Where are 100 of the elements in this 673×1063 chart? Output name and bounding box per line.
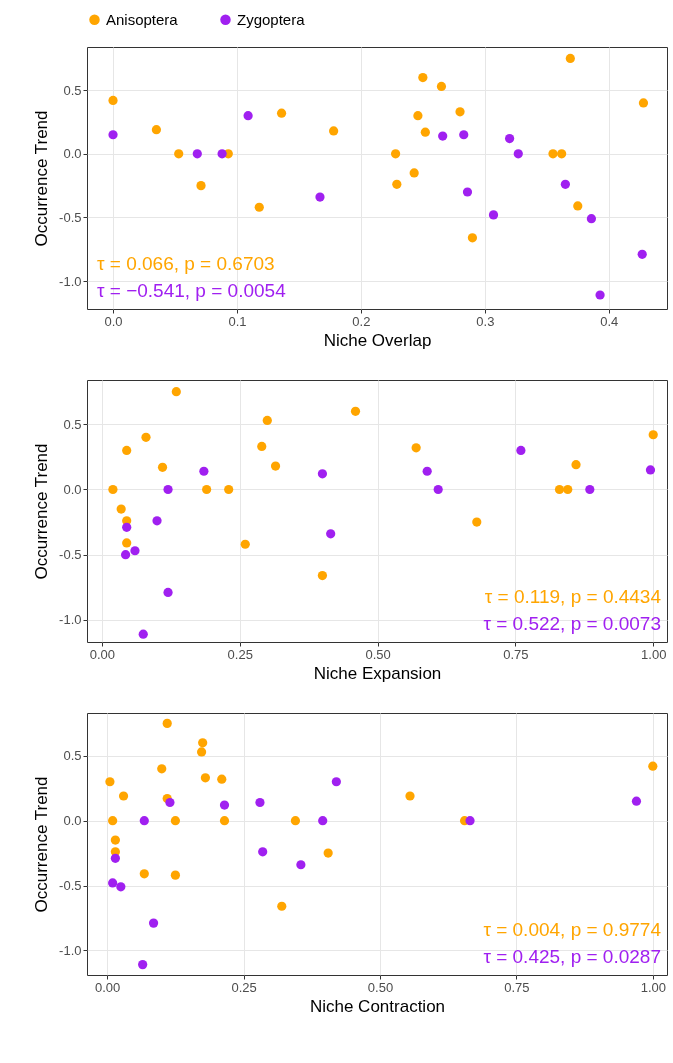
point: [110, 853, 120, 863]
point: [122, 445, 132, 455]
point: [648, 761, 658, 771]
point: [139, 869, 149, 879]
point: [513, 149, 523, 159]
y-axis-title: Occurrence Trend: [32, 110, 52, 247]
point: [108, 484, 118, 495]
point: [141, 432, 151, 442]
annotation: τ = 0.066, p = 0.6703: [97, 253, 275, 274]
x-axis-title: Niche Expansion: [313, 663, 442, 683]
y-tick-label: -1.0: [59, 612, 82, 628]
point: [110, 835, 120, 845]
point: [240, 539, 250, 549]
point: [171, 387, 181, 397]
y-axis-title: Occurrence Trend: [32, 776, 52, 913]
point: [317, 469, 328, 479]
y-tick-label: -1.0: [59, 942, 82, 958]
point: [459, 130, 469, 140]
point: [116, 504, 126, 514]
point: [318, 816, 328, 826]
point: [152, 516, 162, 526]
y-tick-label: -1.0: [59, 273, 82, 289]
point: [436, 81, 447, 92]
point: [219, 800, 230, 810]
legend-label: Anisoptera: [106, 10, 179, 28]
point: [422, 466, 432, 476]
point: [148, 918, 159, 928]
point: [648, 430, 658, 440]
point: [586, 214, 597, 224]
point: [390, 149, 401, 159]
point: [571, 460, 581, 470]
x-tick-label: 0.50: [365, 646, 391, 662]
y-tick-label: -0.5: [59, 209, 82, 225]
point: [163, 484, 173, 495]
y-tick-label: 0.0: [63, 813, 82, 829]
point: [270, 461, 281, 471]
point: [196, 181, 206, 191]
point: [139, 816, 149, 826]
y-tick-label: 0.0: [63, 146, 82, 162]
point: [326, 529, 336, 539]
point: [130, 546, 140, 556]
x-tick-label: 0.50: [367, 979, 394, 995]
x-tick-label: 0.2: [352, 313, 371, 329]
x-axis-title: Niche Overlap: [323, 330, 432, 350]
point: [199, 466, 209, 476]
y-tick-label: 0.5: [63, 416, 82, 432]
point: [413, 111, 423, 121]
point: [108, 878, 118, 888]
point: [108, 816, 118, 826]
point: [255, 797, 265, 808]
point: [122, 538, 132, 548]
point: [557, 149, 567, 159]
point: [120, 550, 131, 560]
point: [219, 816, 230, 826]
point: [329, 126, 339, 136]
x-tick-label: 0.3: [476, 313, 495, 329]
annotation: τ = 0.425, p = 0.0287: [483, 946, 661, 967]
point: [254, 202, 264, 212]
point: [243, 111, 253, 121]
x-tick-label: 0.25: [231, 979, 257, 995]
point: [224, 484, 234, 495]
point: [257, 441, 267, 452]
point: [323, 848, 333, 858]
point: [118, 791, 129, 801]
x-tick-label: 0.00: [95, 979, 121, 995]
point: [420, 127, 430, 137]
point: [165, 797, 175, 808]
point: [290, 816, 301, 826]
point: [560, 179, 570, 189]
annotation: τ = −0.541, p = 0.0054: [97, 280, 287, 301]
point: [315, 192, 325, 202]
point: [409, 168, 419, 178]
point: [174, 149, 184, 159]
x-tick-label: 1.00: [641, 646, 667, 662]
point: [563, 484, 573, 495]
point: [645, 465, 656, 475]
point: [157, 462, 168, 472]
point: [548, 149, 558, 159]
point: [116, 882, 126, 892]
legend-label: Zygoptera: [237, 10, 306, 28]
point: [438, 131, 448, 141]
point: [198, 738, 208, 748]
point: [505, 133, 515, 144]
point: [465, 816, 475, 826]
point: [411, 443, 421, 453]
x-tick-label: 0.75: [504, 979, 530, 995]
point: [488, 210, 499, 220]
point: [573, 201, 583, 211]
point: [108, 95, 118, 106]
point: [392, 179, 402, 189]
point: [405, 791, 415, 801]
point: [258, 847, 268, 857]
x-tick-label: 0.1: [228, 313, 247, 329]
point: [462, 187, 473, 197]
x-axis-title: Niche Contraction: [309, 996, 446, 1016]
point: [565, 53, 575, 64]
point: [162, 718, 172, 728]
point: [157, 764, 167, 774]
point: [217, 149, 227, 159]
point: [595, 290, 605, 300]
